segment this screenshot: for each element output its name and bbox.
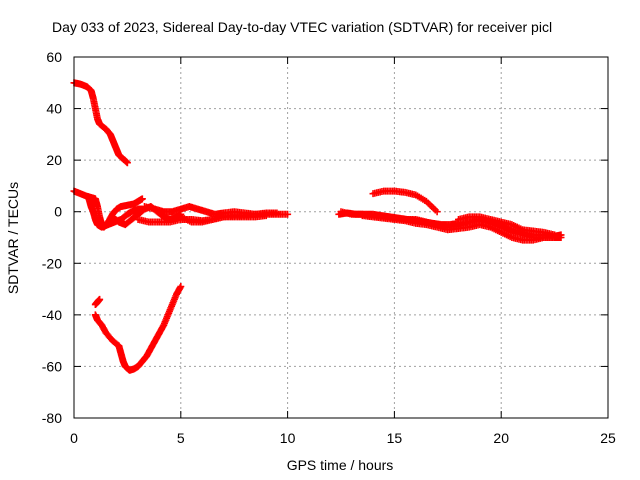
y-tick-label: -40 xyxy=(42,307,62,323)
data-points xyxy=(70,79,565,374)
data-point xyxy=(138,195,146,203)
x-tick-label: 0 xyxy=(70,430,78,446)
x-tick-label: 25 xyxy=(600,430,616,446)
x-tick-label: 20 xyxy=(493,430,509,446)
series-11 xyxy=(358,212,559,244)
y-tick-label: 0 xyxy=(54,204,62,220)
series-13 xyxy=(369,187,441,216)
data-point xyxy=(177,282,185,290)
series-0 xyxy=(70,79,131,167)
x-tick-label: 10 xyxy=(280,430,296,446)
series-6 xyxy=(177,212,270,226)
series-8 xyxy=(91,282,185,374)
series-12 xyxy=(454,213,559,239)
data-point xyxy=(284,210,292,218)
chart-title: Day 033 of 2023, Sidereal Day-to-day VTE… xyxy=(52,19,552,35)
data-point xyxy=(96,295,104,303)
series-7 xyxy=(91,295,104,309)
y-tick-label: 20 xyxy=(46,152,62,168)
y-tick-label: 60 xyxy=(46,49,62,65)
data-point xyxy=(433,208,441,216)
data-point xyxy=(551,231,559,239)
data-point xyxy=(557,234,565,241)
series-2 xyxy=(85,195,146,231)
y-tick-label: -60 xyxy=(42,358,62,374)
data-point xyxy=(262,212,270,220)
x-tick-label: 5 xyxy=(177,430,185,446)
data-point xyxy=(123,159,131,167)
y-tick-label: 40 xyxy=(46,101,62,117)
plot-frame xyxy=(73,56,609,419)
series-10 xyxy=(337,208,565,241)
y-tick-label: -80 xyxy=(42,410,62,426)
tick-labels: 0 5 10 15 20 25 -80 -60 -40 -20 0 20 40 60 xyxy=(42,49,616,446)
y-tick-label: -20 xyxy=(42,255,62,271)
x-axis-label: GPS time / hours xyxy=(287,457,394,473)
x-tick-label: 15 xyxy=(387,430,403,446)
data-point xyxy=(273,209,281,217)
y-axis-label: SDTVAR / TECUs xyxy=(5,182,21,294)
axis-ticks xyxy=(73,56,609,419)
